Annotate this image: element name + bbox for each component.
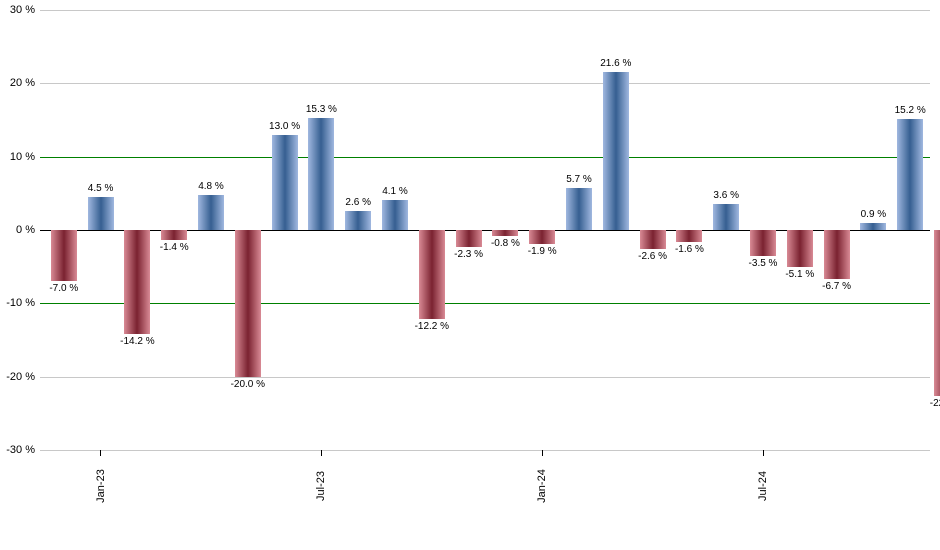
bar (382, 200, 408, 230)
gridline (40, 83, 930, 84)
x-tick-mark (763, 450, 764, 456)
bar-value-label: -22.7 % (930, 398, 940, 409)
bar (51, 230, 77, 281)
y-tick-label: 20 % (0, 77, 35, 89)
bar-value-label: -5.1 % (785, 269, 814, 280)
gridline (40, 10, 930, 11)
x-tick-label: Jul-24 (757, 471, 769, 501)
x-tick-mark (542, 450, 543, 456)
bar (88, 197, 114, 230)
bar-value-label: 21.6 % (600, 58, 631, 69)
bar-value-label: 3.6 % (713, 190, 739, 201)
bar (345, 211, 371, 230)
bar-value-label: 15.3 % (306, 104, 337, 115)
x-tick-label: Jul-23 (315, 471, 327, 501)
bar-value-label: 13.0 % (269, 121, 300, 132)
bar-value-label: -0.8 % (491, 238, 520, 249)
y-tick-label: -30 % (0, 444, 35, 456)
bar (529, 230, 555, 244)
bar (603, 72, 629, 230)
bar-value-label: -20.0 % (231, 379, 265, 390)
bar-value-label: -14.2 % (120, 336, 154, 347)
bar (124, 230, 150, 334)
y-tick-label: -20 % (0, 371, 35, 383)
bar (272, 135, 298, 230)
bar (860, 223, 886, 230)
x-tick-mark (321, 450, 322, 456)
x-tick-mark (100, 450, 101, 456)
bar (750, 230, 776, 256)
bar-value-label: -12.2 % (415, 321, 449, 332)
bar-chart: -30 % -20 % -10 % 0 % 10 % 20 % 30 % -7.0 % 4.5 … (0, 0, 940, 550)
y-tick-label: -10 % (0, 297, 35, 309)
bar-value-label: 5.7 % (566, 174, 592, 185)
y-tick-label: 0 % (0, 224, 35, 236)
threshold-line (40, 157, 930, 158)
bar (161, 230, 187, 240)
bar-value-label: -1.4 % (160, 242, 189, 253)
threshold-line (40, 303, 930, 304)
bar-value-label: 4.8 % (198, 181, 224, 192)
bar (676, 230, 702, 242)
bar-value-label: 4.5 % (88, 183, 114, 194)
y-tick-label: 30 % (0, 4, 35, 16)
bar-value-label: 15.2 % (895, 105, 926, 116)
bar (235, 230, 261, 377)
bar (198, 195, 224, 230)
bar-value-label: -7.0 % (49, 283, 78, 294)
bar-value-label: 0.9 % (861, 209, 887, 220)
bar-value-label: -2.6 % (638, 251, 667, 262)
bar-value-label: 4.1 % (382, 186, 408, 197)
bar (824, 230, 850, 279)
bar (308, 118, 334, 230)
bar (419, 230, 445, 319)
bar-value-label: -6.7 % (822, 281, 851, 292)
bar-value-label: -1.9 % (528, 246, 557, 257)
bar (897, 119, 923, 230)
bar (787, 230, 813, 267)
y-tick-label: 10 % (0, 151, 35, 163)
x-tick-label: Jan-23 (95, 469, 107, 503)
bar-value-label: 2.6 % (345, 197, 371, 208)
bar (934, 230, 940, 396)
bar (456, 230, 482, 247)
bar-value-label: -2.3 % (454, 249, 483, 260)
bar (492, 230, 518, 236)
bar (713, 204, 739, 230)
gridline (40, 450, 930, 451)
bar-value-label: -1.6 % (675, 244, 704, 255)
bar (640, 230, 666, 249)
x-tick-label: Jan-24 (536, 469, 548, 503)
bar (566, 188, 592, 230)
gridline (40, 377, 930, 378)
bar-value-label: -3.5 % (749, 258, 778, 269)
